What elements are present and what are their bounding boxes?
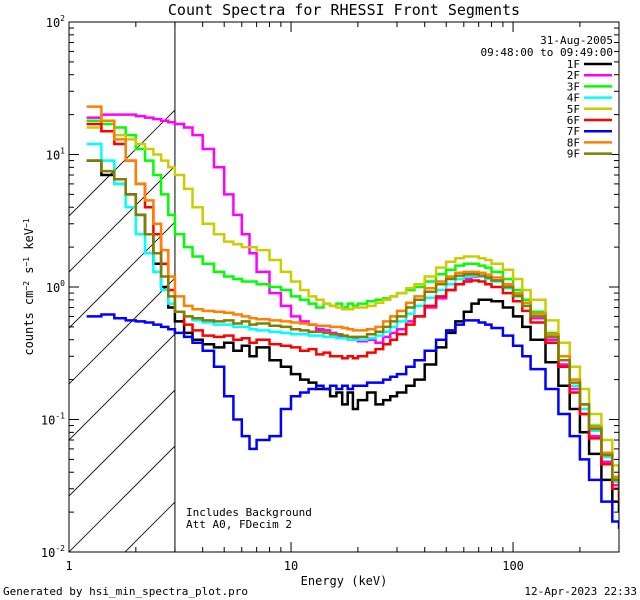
- y-tick-label: 101: [46, 147, 65, 163]
- legend-label-5F: 5F: [567, 103, 580, 116]
- legend-label-3F: 3F: [567, 80, 580, 93]
- observation-time-range: 09:48:00 to 09:49:00: [481, 46, 613, 59]
- y-tick-label: 10-2: [41, 544, 65, 560]
- hatch-line: [69, 109, 175, 217]
- y-tick-label: 100: [46, 279, 65, 295]
- note-background: Includes Background: [186, 506, 312, 519]
- series-3F: [86, 119, 619, 493]
- hatch-line: [69, 389, 175, 497]
- y-tick-label: 102: [46, 14, 65, 30]
- plot-frame: [68, 21, 620, 553]
- legend-label-6F: 6F: [567, 114, 580, 127]
- timestamp-footer: 12-Apr-2023 22:33: [524, 585, 637, 598]
- spectra-series: [86, 105, 619, 529]
- legend-label-2F: 2F: [567, 69, 580, 82]
- series-9F: [86, 159, 619, 493]
- chart-title: Count Spectra for RHESSI Front Segments: [168, 1, 520, 19]
- x-tick-label: 100: [502, 559, 524, 573]
- series-6F: [86, 122, 619, 502]
- legend-label-4F: 4F: [567, 92, 580, 105]
- y-axis-label: counts cm−2 s−1 keV−1: [22, 218, 37, 355]
- legend-label-1F: 1F: [567, 58, 580, 71]
- x-tick-label: 1: [65, 559, 72, 573]
- legend-label-7F: 7F: [567, 125, 580, 138]
- hatch-line: [629, 22, 640, 552]
- hatch-line: [124, 501, 175, 552]
- hatch-line: [69, 221, 175, 329]
- x-axis-label: Energy (keV): [301, 574, 388, 588]
- series-5F: [86, 126, 619, 480]
- axes: 1 10 100 10-2 10-1 100 101 102: [41, 14, 620, 573]
- note-attenuator: Att A0, FDecim 2: [186, 518, 292, 531]
- series-7F: [86, 313, 619, 529]
- hatch-line: [69, 445, 175, 552]
- generated-by-footer: Generated by hsi_min_spectra_plot.pro: [3, 585, 248, 598]
- hatch-line: [573, 22, 640, 552]
- observation-date: 31-Aug-2005: [540, 34, 613, 47]
- legend-label-9F: 9F: [567, 148, 580, 161]
- legend-label-8F: 8F: [567, 136, 580, 149]
- y-tick-label: 10-1: [41, 412, 65, 428]
- series-8F: [86, 105, 619, 489]
- x-tick-label: 10: [284, 559, 298, 573]
- background-hatched-region: [69, 22, 640, 552]
